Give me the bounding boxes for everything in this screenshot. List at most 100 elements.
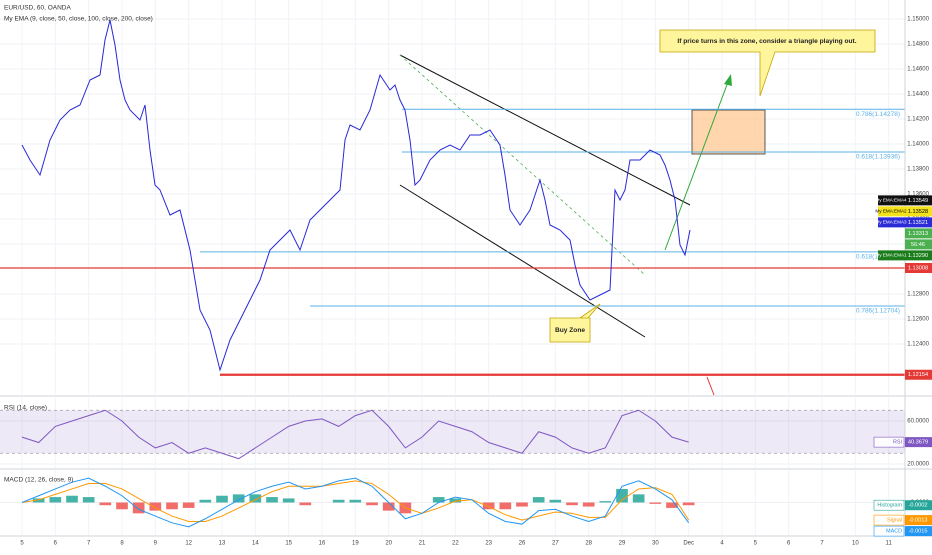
histogram-bar [132, 502, 145, 514]
series-tag [873, 525, 905, 537]
red-tick [706, 376, 715, 396]
x-tick-label: 30 [652, 541, 659, 547]
legend-tag [878, 195, 905, 206]
x-tick-label: 26 [519, 541, 526, 547]
pane-title: RSI (14, close) [4, 405, 47, 412]
price-tag-label: 1.13008 [908, 265, 928, 271]
histogram-bar [382, 502, 395, 511]
x-tick-label: 27 [552, 541, 559, 547]
price-tag [905, 206, 932, 217]
x-tick-label: 14 [252, 541, 259, 547]
series-name: Signal [887, 518, 902, 524]
x-tick-label: 7 [87, 541, 91, 547]
price-tag [905, 263, 932, 273]
legend-name: My EMA:EMA2 [875, 209, 907, 214]
histogram-bar [332, 499, 345, 503]
y-tick-label: 60.0000 [907, 419, 929, 425]
x-tick-label: 13 [219, 541, 226, 547]
histogram-bar [449, 498, 462, 503]
tag-layer: 1.15000 1.14800 1.14600 1.14400 1.14200 1.140… [20, 17, 932, 547]
histogram-bar [616, 488, 628, 503]
x-tick-label: 6 [787, 541, 791, 547]
series-line [21, 19, 691, 372]
pane-title: MACD (12, 26, close, 9) [4, 477, 73, 484]
callout-box [659, 29, 876, 97]
value-tag-label: -0.0013 [909, 518, 928, 524]
price-tag [905, 369, 932, 380]
arrow-line [664, 81, 729, 251]
value-tag [905, 526, 932, 537]
y-tick-label: 1.14600 [907, 67, 929, 73]
legend-tag [878, 206, 905, 217]
y-tick-label: 1.12400 [907, 342, 929, 348]
dashed-line [399, 54, 646, 276]
channel-line [399, 54, 691, 206]
x-tick-label: 7 [820, 541, 824, 547]
value-tag-label: -0.0015 [909, 529, 928, 535]
value-tag-label: 40.3679 [908, 440, 928, 446]
histogram-bar [582, 502, 595, 507]
x-tick-label: 4 [720, 541, 724, 547]
level-label: 0.618(1.13137) [856, 254, 900, 261]
chart-subtitle: My EMA (9, close, 50, close, 100, close,… [4, 16, 153, 23]
histogram-bar [649, 502, 662, 504]
y-tick-label: 1.13800 [907, 167, 929, 173]
histogram-bar [432, 497, 445, 503]
value-tag [905, 515, 932, 526]
histogram-bar [499, 502, 512, 510]
price-tag [905, 228, 932, 239]
histogram-bar [349, 499, 362, 503]
x-tick-label: 19 [352, 541, 359, 547]
histogram-bar [299, 502, 312, 506]
histogram-bar [282, 498, 295, 503]
histogram-bar [549, 499, 562, 503]
histogram-bar [82, 497, 95, 503]
series-tag [873, 514, 905, 526]
y-tick-label: 1.12800 [907, 292, 929, 298]
channel-line [399, 184, 646, 338]
y-tick-label: 1.14400 [907, 92, 929, 98]
callout-text: If price turns in this zone, consider a … [677, 38, 856, 45]
y-tick-label: 1.14200 [907, 117, 929, 123]
histogram-bar [49, 497, 62, 503]
histogram-bar [599, 501, 612, 503]
level-label: 0.786(1.12704) [856, 308, 900, 315]
x-tick-label: 16 [319, 541, 326, 547]
x-tick-label: 11 [886, 541, 893, 547]
series-name: RSI [893, 440, 902, 446]
series-name: MACD [886, 529, 902, 535]
y-tick-label: 1.13600 [907, 192, 929, 198]
histogram-bar [566, 502, 578, 506]
histogram-bar [199, 499, 212, 503]
histogram-bar [266, 497, 278, 503]
y-tick-label: 1.12600 [907, 317, 929, 323]
price-tag [905, 250, 932, 261]
series-tag [873, 499, 905, 511]
histogram-bar [32, 498, 45, 503]
histogram-bar [516, 502, 528, 507]
x-tick-label: 22 [452, 541, 459, 547]
y-tick-label: 1.14000 [907, 142, 929, 148]
x-tick-label: 15 [285, 541, 292, 547]
x-tick-label: 21 [419, 541, 426, 547]
price-tag-label: 1.13521 [908, 220, 928, 226]
callout-box [549, 303, 601, 343]
histogram-bar [532, 497, 545, 503]
x-tick-label: 5 [754, 541, 758, 547]
histogram-bar [249, 494, 262, 503]
histogram-bar [482, 502, 495, 510]
x-tick-label: 23 [485, 541, 492, 547]
callout-text: Buy Zone [555, 327, 585, 334]
x-tick-label: 9 [154, 541, 158, 547]
legend-name: My EMA:EMA4 [875, 198, 907, 203]
grid-layer [0, 0, 905, 535]
histogram-bar [66, 495, 78, 503]
histogram-bar [116, 502, 128, 510]
x-tick-label: 5 [20, 541, 24, 547]
histogram-bar [182, 502, 195, 508]
histogram-bar [216, 495, 228, 503]
histogram-bar [666, 502, 678, 508]
series-line [21, 480, 690, 522]
histogram-bar [99, 502, 112, 506]
